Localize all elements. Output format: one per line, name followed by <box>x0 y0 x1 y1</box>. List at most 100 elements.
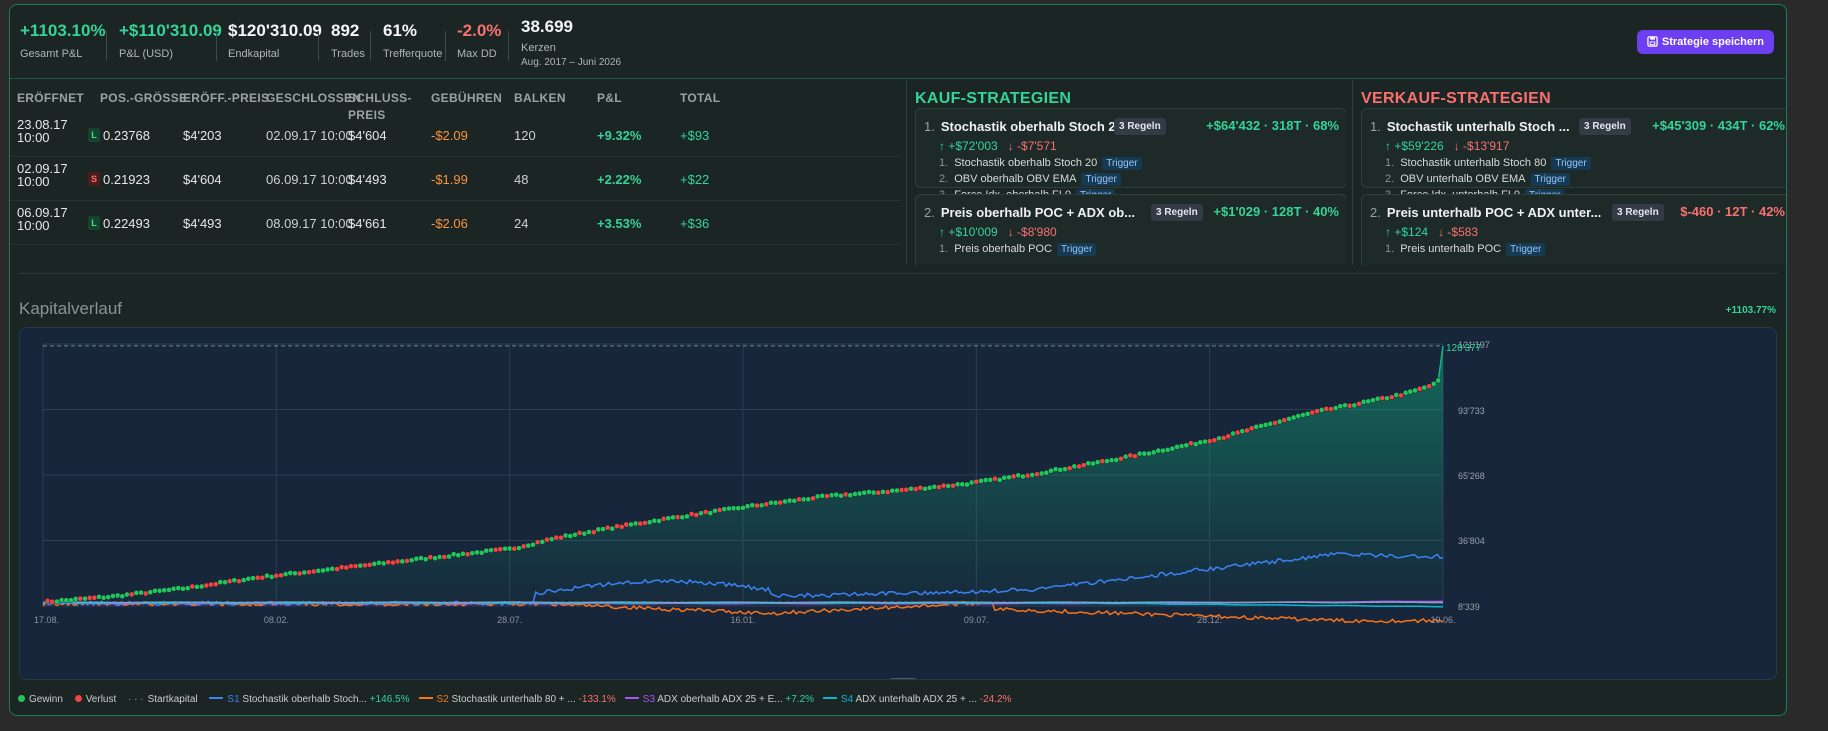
legend-series-4[interactable]: S4 ADX unterhalb ADX 25 + ... -24.2% <box>823 694 1011 705</box>
trade-loss-dot <box>1323 405 1330 412</box>
trade-win-dot <box>791 497 798 504</box>
trade-loss-dot <box>917 484 924 491</box>
legend-loss[interactable]: Verlust <box>74 694 116 705</box>
side-badge: S <box>88 172 100 186</box>
trade-loss-dot <box>1244 427 1250 434</box>
cell-size: 0.21923 <box>103 171 150 187</box>
strategy-result: +$45'309 · 434T · 62% <box>1652 118 1785 133</box>
trade-win-dot <box>105 594 112 600</box>
col-close-price[interactable]: SCHLUSS-PREIS <box>348 91 412 122</box>
trade-win-dot <box>968 479 975 486</box>
cell-closed: 02.09.17 10:00 <box>266 127 353 143</box>
legend-win[interactable]: Gewinn <box>18 694 63 705</box>
trade-win-dot <box>1062 466 1068 473</box>
trade-win-dot <box>530 541 536 548</box>
trade-win-dot <box>1174 444 1180 450</box>
trigger-tag: Trigger <box>1530 173 1570 186</box>
trade-win-dot <box>740 505 746 511</box>
trade-loss-dot <box>576 530 583 536</box>
trade-win-dot <box>478 549 485 556</box>
trade-win-dot <box>1202 438 1208 445</box>
trade-win-dot <box>82 595 88 602</box>
trade-win-dot <box>516 545 522 551</box>
table-row[interactable]: 02.09.17 10:00 S 0.21923 $4'604 06.09.17 10:0… <box>10 157 900 201</box>
trade-win-dot <box>1029 472 1036 478</box>
trade-win-dot <box>96 594 102 600</box>
trade-loss-dot <box>716 507 723 513</box>
trade-loss-dot <box>497 546 504 553</box>
trade-win-dot <box>894 487 900 494</box>
trade-win-dot <box>1216 435 1222 442</box>
legend-start[interactable]: · · · Startkapital <box>128 694 198 705</box>
trade-win-dot <box>324 566 331 573</box>
strategy-card[interactable]: 2. Preis unterhalb POC + ADX unter... 3 Re… <box>1361 194 1786 265</box>
trade-win-dot <box>1155 447 1162 454</box>
trade-win-dot <box>978 477 984 484</box>
col-fees[interactable]: GEBÜHREN <box>431 91 503 105</box>
save-strategy-button[interactable]: Strategie speichern <box>1636 30 1774 54</box>
trade-win-dot <box>1094 459 1101 466</box>
rules-count-badge: 3 Regeln <box>1579 118 1631 135</box>
buy-strategies-title: KAUF-STRATEGIEN <box>915 90 1072 107</box>
trade-win-dot <box>1085 460 1092 467</box>
trade-loss-dot <box>1426 383 1432 390</box>
col-open-price[interactable]: ERÖFF.-PREIS <box>183 91 270 105</box>
strategy-card[interactable]: 1. Stochastik oberhalb Stoch 2... 3 Regeln… <box>915 108 1346 202</box>
trade-win-dot <box>586 529 592 535</box>
strategy-card[interactable]: 2. Preis oberhalb POC + ADX ob... 3 Regeln… <box>915 194 1346 265</box>
table-row[interactable]: 06.09.17 10:00 L 0.22493 $4'493 08.09.17 10:0… <box>10 201 900 245</box>
trade-win-dot <box>1197 439 1204 446</box>
col-bars[interactable]: BALKEN <box>514 91 566 105</box>
trade-win-dot <box>376 559 382 566</box>
trade-win-dot <box>572 531 578 538</box>
trade-win-dot <box>245 575 252 582</box>
cell-pnl: +3.53% <box>597 215 642 231</box>
equity-chart[interactable]: 8'339 36'804 65'268 93'733 121'197 120'377 17.… <box>19 327 1777 680</box>
trade-win-dot <box>264 572 270 579</box>
strategy-result: $-460 · 12T · 42% <box>1680 204 1785 219</box>
trade-win-dot <box>833 491 840 498</box>
trade-win-dot <box>455 552 462 559</box>
col-pnl[interactable]: P&L <box>597 91 622 105</box>
table-row[interactable]: 23.08.17 10:00 L 0.23768 $4'203 02.09.17 10:0… <box>10 113 900 157</box>
trade-loss-dot <box>973 478 980 485</box>
col-opened[interactable]: ERÖFFNET <box>17 91 85 105</box>
legend-series-2[interactable]: S2 Stochastik unterhalb 80 + ... -133.1% <box>418 694 616 705</box>
strategy-card[interactable]: 1. Stochastik unterhalb Stoch ... 3 Regeln… <box>1361 108 1786 202</box>
trade-win-dot <box>670 514 676 521</box>
sell-strategies-title: VERKAUF-STRATEGIEN <box>1361 90 1551 107</box>
trade-win-dot <box>856 490 863 497</box>
save-icon <box>1647 36 1658 47</box>
trade-win-dot <box>1178 443 1185 449</box>
trigger-tag: Trigger <box>1506 243 1546 256</box>
trade-win-dot <box>1048 467 1054 474</box>
trade-loss-dot <box>1388 394 1395 401</box>
strategy-gain: ↑ +$72'003 <box>939 139 998 153</box>
trade-win-dot <box>315 567 322 574</box>
trade-win-dot <box>609 525 616 532</box>
trade-loss-dot <box>259 574 266 581</box>
trade-loss-dot <box>842 491 849 498</box>
y-tick-label: 93'733 <box>1458 406 1485 416</box>
trade-loss-dot <box>936 484 942 490</box>
trade-win-dot <box>1057 467 1064 473</box>
trade-win-dot <box>768 499 774 506</box>
cell-bars: 48 <box>514 171 529 187</box>
sell-strategies-panel: VERKAUF-STRATEGIEN 1. Stochastik unterhal… <box>1352 80 1786 265</box>
trade-win-dot <box>1071 463 1078 470</box>
trade-loss-dot <box>875 489 882 496</box>
trade-win-dot <box>63 597 70 604</box>
cell-bars: 120 <box>514 127 536 143</box>
strategy-loss: ↓ -$583 <box>1438 225 1479 239</box>
trade-win-dot <box>628 521 634 528</box>
trade-win-dot <box>782 498 788 505</box>
trade-win-dot <box>1113 457 1120 463</box>
col-total[interactable]: TOTAL <box>680 91 721 105</box>
legend-series-1[interactable]: S1 Stochastik oberhalb Stoch... +146.5% <box>209 694 410 705</box>
trade-win-dot <box>1300 412 1306 418</box>
col-size[interactable]: POS.-GRÖSSE <box>100 91 188 105</box>
col-closed[interactable]: GESCHLOSSEN <box>266 91 362 105</box>
trade-loss-dot <box>390 559 396 566</box>
trade-win-dot <box>735 505 742 512</box>
legend-series-3[interactable]: S3 ADX oberhalb ADX 25 + E... +7.2% <box>624 694 814 705</box>
